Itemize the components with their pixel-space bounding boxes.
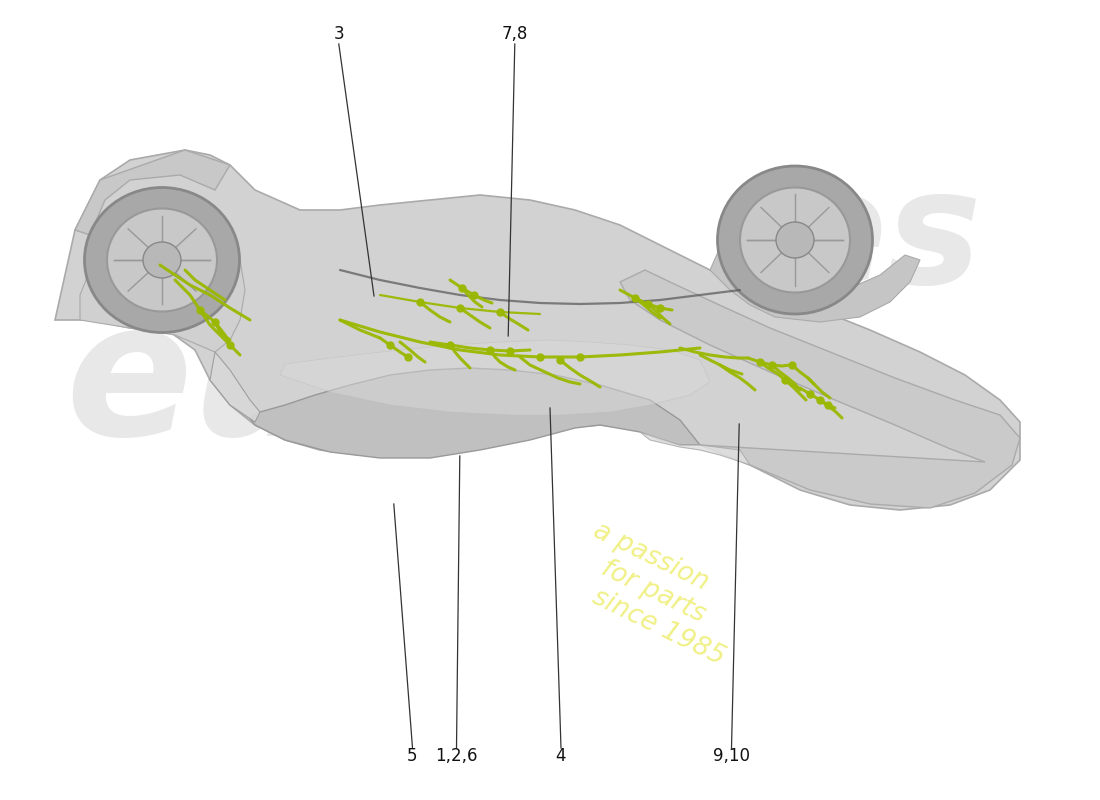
Point <box>411 295 429 308</box>
Ellipse shape <box>717 166 872 314</box>
Ellipse shape <box>143 242 182 278</box>
Point <box>777 374 794 386</box>
Point <box>441 338 459 351</box>
Point <box>783 358 801 371</box>
Point <box>531 350 549 363</box>
Point <box>751 355 769 368</box>
Point <box>811 394 828 406</box>
Point <box>626 291 644 304</box>
Ellipse shape <box>776 222 814 258</box>
Point <box>763 358 781 371</box>
Polygon shape <box>250 368 700 458</box>
Point <box>639 298 657 310</box>
Point <box>191 303 209 316</box>
Text: eur: eur <box>65 294 419 474</box>
Text: 4: 4 <box>556 747 566 765</box>
Polygon shape <box>80 215 245 352</box>
Ellipse shape <box>740 187 850 293</box>
Polygon shape <box>55 150 1020 510</box>
Point <box>453 282 471 294</box>
Point <box>465 289 483 302</box>
Point <box>801 387 818 400</box>
Text: a passion
    for parts
         since 1985: a passion for parts since 1985 <box>520 498 756 670</box>
Text: 5: 5 <box>407 747 418 765</box>
Point <box>502 345 519 358</box>
Text: 7,8: 7,8 <box>502 25 528 42</box>
Polygon shape <box>280 340 710 415</box>
Point <box>551 354 569 366</box>
Polygon shape <box>75 150 230 235</box>
Text: es: es <box>779 162 981 318</box>
Point <box>399 350 417 363</box>
Text: 3: 3 <box>333 25 344 42</box>
Point <box>820 398 837 411</box>
Point <box>206 315 223 328</box>
Point <box>481 344 498 357</box>
Point <box>451 302 469 314</box>
Text: 9,10: 9,10 <box>713 747 750 765</box>
Point <box>492 306 509 318</box>
Polygon shape <box>640 432 750 465</box>
Polygon shape <box>210 352 260 422</box>
Point <box>571 350 588 363</box>
Polygon shape <box>710 252 920 322</box>
Ellipse shape <box>85 187 240 333</box>
Text: 1,2,6: 1,2,6 <box>436 747 477 765</box>
Ellipse shape <box>107 209 217 311</box>
Polygon shape <box>620 270 1020 508</box>
Point <box>221 338 239 351</box>
Point <box>382 338 399 351</box>
Point <box>651 302 669 314</box>
